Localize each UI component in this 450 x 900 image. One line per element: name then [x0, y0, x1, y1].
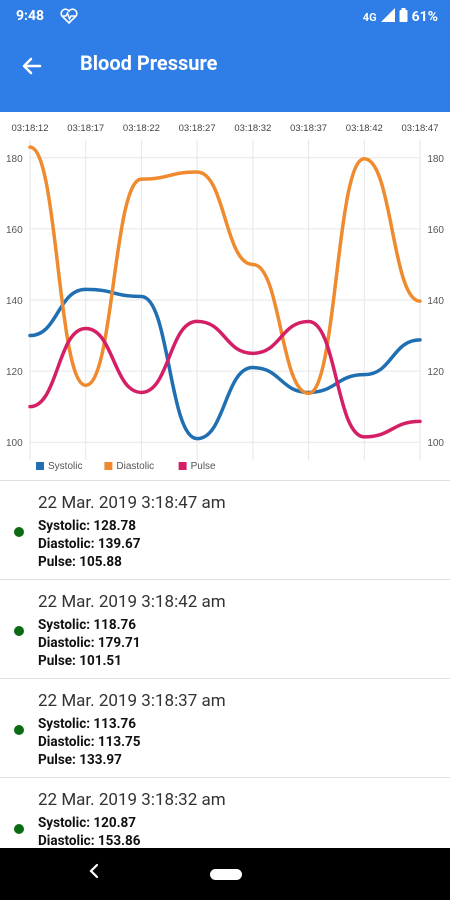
y-tick-label-left: 140 [6, 296, 23, 307]
record-date: 22 Mar. 2019 3:18:47 am [38, 493, 226, 513]
nav-home-button[interactable] [210, 869, 242, 880]
diastolic-value: Diastolic: 113.75 [38, 734, 141, 750]
legend-swatch-systolic [36, 462, 44, 470]
y-tick-label-right: 140 [427, 296, 444, 307]
systolic-value: Systolic: 128.78 [38, 518, 137, 534]
x-tick-label: 03:18:32 [234, 123, 271, 134]
legend-label-pulse: Pulse [191, 461, 216, 472]
list-item[interactable]: 22 Mar. 2019 3:18:47 am Systolic: 128.78… [0, 481, 450, 580]
battery-level: 61% [411, 9, 438, 25]
legend-swatch-pulse [178, 462, 187, 470]
status-time: 9:48 [16, 8, 45, 24]
status-dot [14, 824, 24, 834]
list-item[interactable]: 22 Mar. 2019 3:18:37 am Systolic: 113.76… [0, 679, 450, 778]
battery-icon [399, 8, 408, 26]
y-tick-label-right: 160 [427, 225, 444, 236]
diastolic-value: Diastolic: 139.67 [38, 536, 141, 552]
diastolic-value: Diastolic: 153.86 [38, 833, 141, 849]
legend-label-systolic: Systolic [48, 461, 82, 472]
app-bar: Blood Pressure [0, 32, 450, 112]
page-title: Blood Pressure [80, 51, 218, 75]
heart-monitor-icon [60, 8, 78, 28]
systolic-value: Systolic: 113.76 [38, 716, 137, 732]
record-list: 22 Mar. 2019 3:18:47 am Systolic: 128.78… [0, 480, 450, 849]
systolic-value: Systolic: 120.87 [38, 815, 137, 831]
y-tick-label-right: 120 [427, 367, 444, 378]
status-dot [14, 626, 24, 636]
record-date: 22 Mar. 2019 3:18:37 am [38, 691, 226, 711]
y-tick-label-right: 100 [427, 438, 444, 449]
series-line-diastolic [28, 145, 422, 396]
arrow-left-icon [22, 56, 42, 80]
status-dot [14, 527, 24, 537]
x-tick-label: 03:18:12 [12, 123, 49, 134]
nav-back-button[interactable] [88, 860, 100, 884]
y-tick-label-left: 120 [6, 367, 23, 378]
chart-svg: 03:18:12 03:18:17 03:18:22 03:18:27 03:18:32… [6, 123, 444, 472]
diastolic-value: Diastolic: 179.71 [38, 635, 141, 651]
pulse-value: Pulse: 133.97 [38, 752, 122, 768]
x-tick-label: 03:18:22 [123, 123, 160, 134]
record-date: 22 Mar. 2019 3:18:32 am [38, 790, 226, 810]
bp-chart: 03:18:12 03:18:17 03:18:22 03:18:27 03:18:32… [0, 112, 450, 480]
status-bar: 9:48 4G 61% [0, 0, 450, 32]
pulse-value: Pulse: 105.88 [38, 554, 122, 570]
series-line-systolic [28, 287, 422, 441]
x-tick-label: 03:18:17 [67, 123, 104, 134]
x-tick-label: 03:18:42 [346, 123, 383, 134]
x-tick-label: 03:18:37 [290, 123, 327, 134]
pulse-value: Pulse: 101.51 [38, 653, 122, 669]
back-button[interactable] [14, 50, 50, 86]
legend-label-diastolic: Diastolic [116, 461, 154, 472]
status-dot [14, 725, 24, 735]
series-line-pulse [28, 319, 422, 439]
legend-swatch-diastolic [104, 462, 113, 470]
x-tick-label: 03:18:47 [402, 123, 439, 134]
y-tick-label-right: 180 [427, 154, 444, 165]
record-date: 22 Mar. 2019 3:18:42 am [38, 592, 226, 612]
nav-bar [0, 848, 450, 900]
list-item[interactable]: 22 Mar. 2019 3:18:42 am Systolic: 118.76… [0, 580, 450, 679]
network-label: 4G [362, 10, 377, 24]
status-icons: 4G 61% [363, 8, 438, 26]
systolic-value: Systolic: 118.76 [38, 617, 137, 633]
x-tick-label: 03:18:27 [179, 123, 216, 134]
y-tick-label-left: 180 [6, 154, 23, 165]
list-item[interactable]: 22 Mar. 2019 3:18:32 am Systolic: 120.87… [0, 778, 450, 849]
y-tick-label-left: 160 [6, 225, 23, 236]
signal-icon [380, 8, 395, 26]
y-tick-label-left: 100 [6, 438, 23, 449]
